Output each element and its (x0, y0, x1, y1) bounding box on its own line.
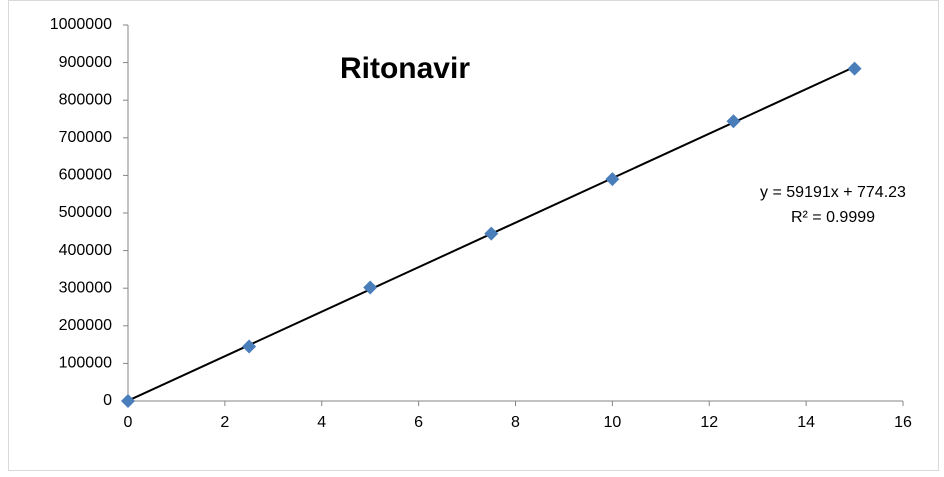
y-tick-label: 900000 (59, 54, 112, 71)
x-tick-label: 6 (414, 414, 423, 431)
y-tick-label: 100000 (59, 355, 112, 372)
y-tick-label: 700000 (59, 129, 112, 146)
data-point (847, 61, 862, 76)
x-tick-label: 16 (894, 414, 912, 431)
y-tick-label: 600000 (59, 167, 112, 184)
x-tick-label: 12 (700, 414, 718, 431)
y-tick-label: 800000 (59, 91, 112, 108)
y-tick-label: 0 (103, 392, 112, 409)
y-tick-label: 400000 (59, 242, 112, 259)
y-tick-label: 200000 (59, 317, 112, 334)
x-tick-label: 2 (220, 414, 229, 431)
trendline-r-squared: R² = 0.9999 (791, 209, 875, 226)
y-tick-label: 1000000 (50, 16, 112, 33)
y-tick-label: 300000 (59, 279, 112, 296)
data-point (726, 114, 741, 129)
data-point (242, 339, 257, 354)
chart-title: Ritonavir (340, 52, 470, 85)
data-point (363, 280, 378, 295)
x-tick-label: 10 (603, 414, 621, 431)
trendline-equation: y = 59191x + 774.23 (760, 184, 906, 201)
x-tick-label: 4 (317, 414, 326, 431)
x-tick-label: 0 (124, 414, 133, 431)
data-point (121, 394, 135, 408)
data-point (605, 172, 620, 187)
data-point (484, 226, 499, 241)
y-tick-label: 500000 (59, 204, 112, 221)
x-tick-label: 14 (797, 414, 815, 431)
x-tick-label: 8 (511, 414, 520, 431)
chart-frame (8, 0, 939, 471)
